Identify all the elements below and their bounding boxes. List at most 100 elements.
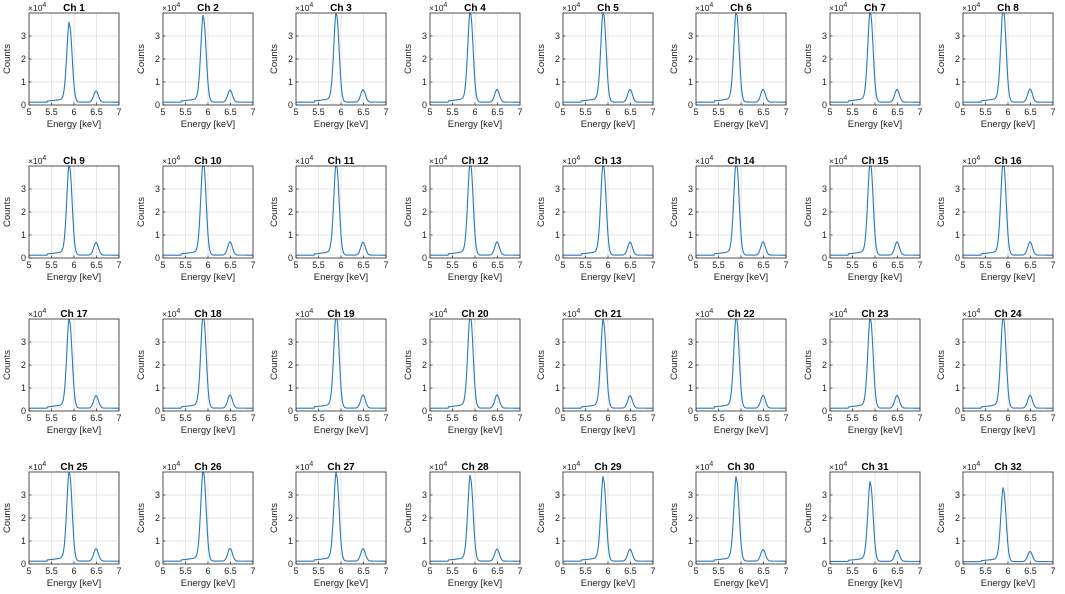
y-axis-label: Counts: [803, 197, 814, 227]
panel-title: Ch 14: [727, 156, 755, 167]
x-tick-label: 5.5: [179, 566, 192, 576]
x-tick-label: 5.5: [846, 107, 859, 117]
panel-title: Ch 2: [197, 3, 219, 14]
x-tick-label: 5.5: [712, 107, 725, 117]
x-tick-label: 6.5: [1024, 107, 1037, 117]
panel-15: 5 5.5 6 6.5 7 0 1 2 3 ×104 Ch 15 Energy [keV] Counts: [803, 155, 923, 283]
x-tick-label: 5: [160, 260, 165, 270]
y-tick-label: 3: [955, 337, 960, 347]
x-tick-label: 5.5: [579, 566, 592, 576]
x-tick-label: 5: [293, 566, 298, 576]
panel-30: 5 5.5 6 6.5 7 0 1 2 3 ×104 Ch 30 Energy [keV] Counts: [669, 461, 789, 589]
spectrum-line: [163, 14, 253, 103]
y-exponent-base: ×10: [429, 309, 444, 319]
y-tick-label: 2: [155, 513, 160, 523]
y-tick-label: 0: [822, 253, 827, 263]
y-exponent-power: 4: [309, 461, 313, 468]
y-axis-label: Counts: [669, 350, 680, 380]
y-exponent-base: ×10: [962, 156, 977, 166]
x-tick-label: 5.5: [45, 107, 58, 117]
spectrum-line: [296, 12, 386, 103]
y-tick-label: 0: [422, 406, 427, 416]
panel-32: 5 5.5 6 6.5 7 0 1 2 3 ×104 Ch 32 Energy [keV] Counts: [936, 461, 1056, 589]
x-axis-label: Energy [keV]: [714, 578, 768, 589]
panel-title: Ch 15: [861, 156, 889, 167]
y-tick-label: 2: [822, 360, 827, 370]
y-exponent-base: ×10: [695, 309, 710, 319]
x-axis-label: Energy [keV]: [714, 272, 768, 283]
y-tick-label: 1: [555, 383, 560, 393]
y-tick-label: 3: [688, 490, 693, 500]
x-tick-label: 6.5: [757, 413, 770, 423]
x-axis-label: Energy [keV]: [314, 272, 368, 283]
y-exponent: ×104: [562, 308, 580, 319]
y-exponent-power: 4: [309, 2, 313, 9]
y-axis-label: Counts: [536, 350, 547, 380]
x-tick-label: 6: [205, 566, 210, 576]
y-tick-label: 3: [822, 184, 827, 194]
y-tick-label: 2: [288, 54, 293, 64]
y-exponent-power: 4: [709, 461, 713, 468]
y-tick-label: 2: [288, 360, 293, 370]
y-exponent-power: 4: [709, 2, 713, 9]
y-tick-label: 3: [955, 31, 960, 41]
y-tick-label: 1: [422, 230, 427, 240]
x-tick-label: 7: [650, 413, 655, 423]
x-tick-label: 5: [26, 413, 31, 423]
y-exponent-power: 4: [176, 2, 180, 9]
spectrum-line: [696, 11, 786, 103]
x-tick-label: 5.5: [446, 260, 459, 270]
y-tick-label: 2: [155, 360, 160, 370]
x-tick-label: 7: [783, 566, 788, 576]
panel-4: 5 5.5 6 6.5 7 0 1 2 3 ×104 Ch 4 Energy [keV] Counts: [403, 2, 523, 130]
x-axis-label: Energy [keV]: [848, 272, 902, 283]
panel-12: 5 5.5 6 6.5 7 0 1 2 3 ×104 Ch 12 Energy [keV] Counts: [403, 155, 523, 283]
y-exponent-power: 4: [443, 155, 447, 162]
y-tick-label: 0: [21, 253, 26, 263]
x-tick-label: 5.5: [179, 107, 192, 117]
y-tick-label: 3: [288, 490, 293, 500]
spectrum-line: [29, 21, 119, 103]
y-exponent: ×104: [695, 308, 713, 319]
y-axis-label: Counts: [803, 503, 814, 533]
y-exponent-base: ×10: [562, 3, 577, 13]
y-tick-label: 0: [155, 406, 160, 416]
x-axis-label: Energy [keV]: [981, 578, 1035, 589]
x-tick-label: 5.5: [312, 107, 325, 117]
x-axis-label: Energy [keV]: [181, 425, 235, 436]
panel-19: 5 5.5 6 6.5 7 0 1 2 3 ×104 Ch 19 Energy [keV] Counts: [269, 308, 389, 436]
y-tick-label: 2: [555, 207, 560, 217]
x-tick-label: 6: [472, 107, 477, 117]
y-exponent-base: ×10: [562, 309, 577, 319]
y-exponent-power: 4: [976, 461, 980, 468]
panel-16: 5 5.5 6 6.5 7 0 1 2 3 ×104 Ch 16 Energy [keV] Counts: [936, 155, 1056, 283]
spectrum-line: [696, 476, 786, 562]
x-axis-label: Energy [keV]: [314, 425, 368, 436]
x-tick-label: 5: [160, 566, 165, 576]
x-axis-label: Energy [keV]: [47, 578, 101, 589]
x-tick-label: 5: [560, 566, 565, 576]
spectrum-line: [830, 11, 920, 103]
y-tick-label: 3: [688, 337, 693, 347]
y-tick-label: 0: [555, 253, 560, 263]
y-tick-label: 0: [822, 406, 827, 416]
x-tick-label: 7: [783, 260, 788, 270]
x-tick-label: 6.5: [891, 566, 904, 576]
spectrum-line: [430, 11, 520, 103]
y-exponent: ×104: [295, 2, 313, 13]
y-tick-label: 2: [688, 513, 693, 523]
y-tick-label: 2: [955, 360, 960, 370]
y-tick-label: 2: [955, 513, 960, 523]
spectrum-line: [563, 11, 653, 103]
x-tick-label: 5: [26, 260, 31, 270]
y-tick-label: 3: [155, 337, 160, 347]
x-axis-label: Energy [keV]: [981, 119, 1035, 130]
x-tick-label: 5.5: [45, 260, 58, 270]
y-exponent: ×104: [829, 2, 847, 13]
y-tick-label: 0: [288, 253, 293, 263]
y-tick-label: 1: [555, 536, 560, 546]
y-axis-label: Counts: [803, 350, 814, 380]
y-tick-label: 2: [422, 207, 427, 217]
x-axis-label: Energy [keV]: [314, 119, 368, 130]
y-tick-label: 1: [21, 383, 26, 393]
